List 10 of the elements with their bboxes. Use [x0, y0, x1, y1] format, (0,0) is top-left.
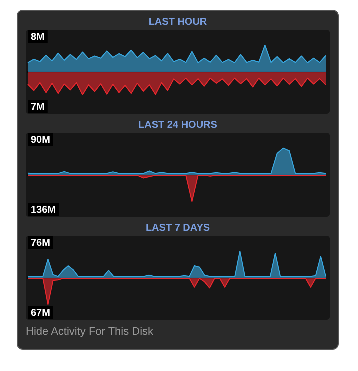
text: 136M: [31, 204, 56, 216]
chart-title: LAST 24 HOURS: [138, 120, 218, 131]
chart-title: LAST HOUR: [148, 17, 208, 28]
text: 76M: [31, 238, 50, 249]
text: 67M: [31, 308, 50, 319]
text: 8M: [31, 32, 45, 43]
chart-title: LAST 7 DAYS: [144, 223, 212, 234]
text: Hide Activity For This Disk: [26, 326, 155, 338]
text: 7M: [31, 102, 45, 113]
text: 90M: [31, 134, 50, 146]
